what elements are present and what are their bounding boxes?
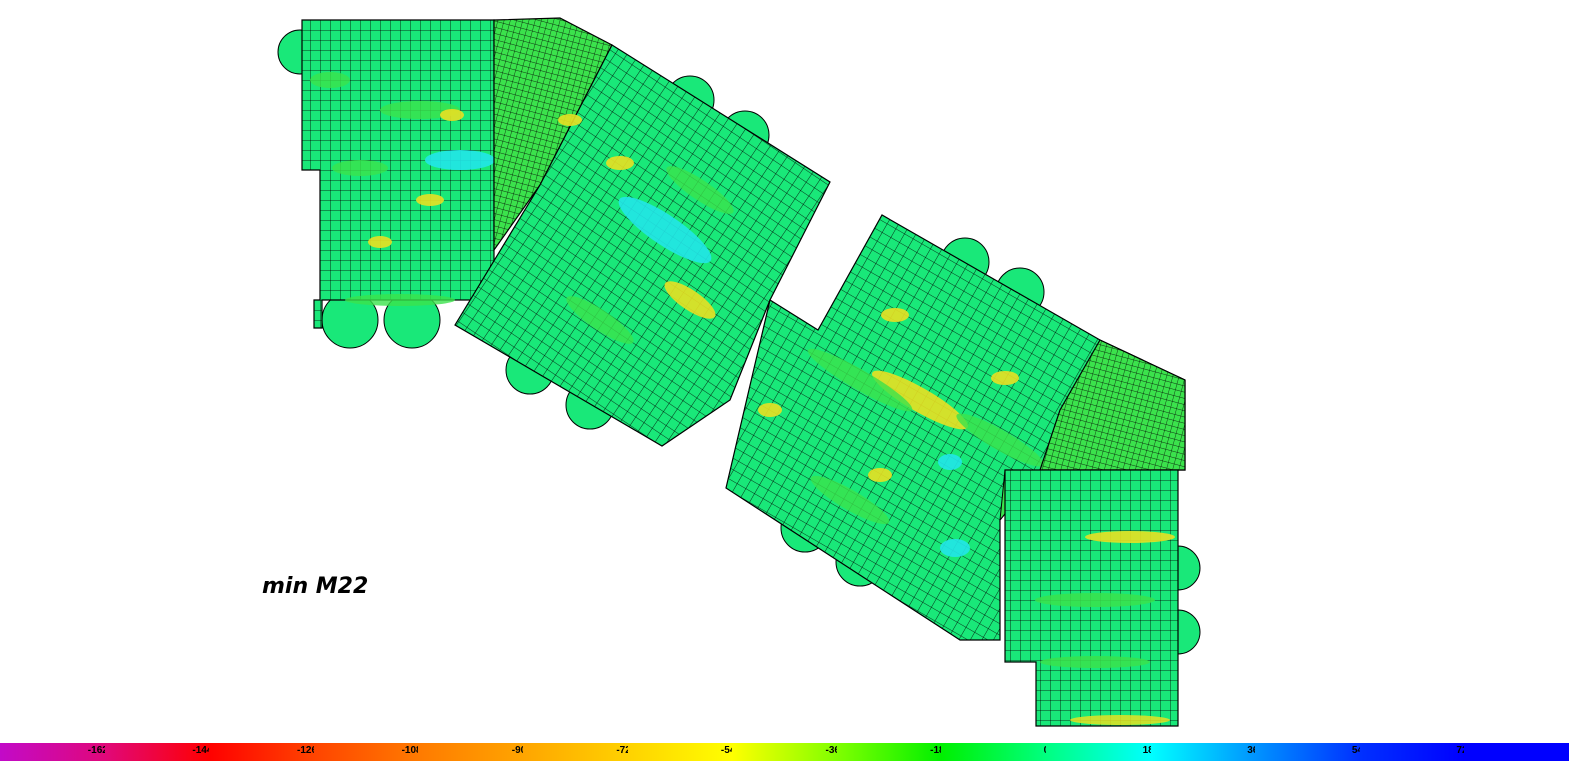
- contour-patch: [332, 160, 388, 176]
- contour-patch: [310, 72, 350, 88]
- legend-tick-label: -126.: [296, 745, 320, 756]
- legend-color-segment: -126.: [209, 743, 320, 761]
- contour-patch: [666, 166, 734, 214]
- legend-color-segment: 18.: [1045, 743, 1157, 761]
- contour-patch: [938, 454, 962, 470]
- contour-patch: [368, 236, 392, 248]
- slab-lower-diagonal: [725, 214, 1186, 641]
- legend-color-segment: 72.: [1359, 743, 1470, 761]
- legend-tick-label: -162.: [87, 745, 111, 756]
- slab-right-wing: [1004, 469, 1201, 727]
- legend-color-segment: 0.: [941, 743, 1052, 761]
- contour-patch: [566, 296, 634, 344]
- slab-left-wing: [277, 19, 495, 349]
- legend-color-segment: -108.: [313, 743, 424, 761]
- contour-patch: [1040, 656, 1150, 668]
- legend-tick-label: 18.: [1143, 745, 1157, 756]
- contour-patch: [425, 150, 495, 170]
- contour-patch: [758, 403, 782, 417]
- contour-patch: [558, 114, 582, 126]
- legend-tick-label: -54.: [720, 745, 739, 756]
- legend-color-segment: 36.: [1150, 743, 1261, 761]
- legend-tick-label: -90.: [511, 745, 529, 756]
- plot-caption: min M22: [262, 574, 369, 599]
- contour-patch: [810, 475, 890, 525]
- legend-tick-label: -18.: [930, 745, 948, 756]
- legend-tick-label: -144.: [192, 745, 216, 756]
- legend-tick-label: -72.: [616, 745, 634, 756]
- legend-tick-label: 54.: [1352, 745, 1366, 756]
- legend-color-segment: -72.: [522, 743, 634, 761]
- contour-patch: [416, 194, 444, 206]
- legend-color-segment: 54.: [1255, 743, 1366, 761]
- legend-tick-label: 72.: [1456, 745, 1470, 756]
- contour-patch: [440, 109, 464, 121]
- legend-color-segment: -18.: [836, 743, 947, 761]
- contour-patch: [807, 348, 913, 412]
- contour-patch: [1070, 715, 1170, 725]
- legend-color-segment: -162.: [0, 743, 111, 761]
- contour-patch: [991, 371, 1019, 385]
- contour-patch: [618, 196, 712, 264]
- legend-color-segment: -54.: [627, 743, 738, 761]
- legend-color-segment: [1464, 743, 1569, 761]
- contour-patch: [871, 370, 969, 430]
- slab-upper-diagonal: [454, 44, 831, 447]
- contour-patch: [380, 101, 460, 119]
- contour-patch: [664, 281, 716, 319]
- contour-plot: [277, 17, 1201, 727]
- contour-patch: [345, 294, 455, 306]
- contour-patch: [868, 468, 892, 482]
- contour-patch: [1035, 593, 1155, 607]
- legend-tick-label: -36.: [825, 745, 843, 756]
- color-scale-legend: -162. -144. -126. -108. -90. -72. -54. -36. -18.…: [0, 743, 1569, 761]
- legend-color-segment: -144.: [104, 743, 215, 761]
- contour-patch: [956, 413, 1044, 467]
- contour-patch: [940, 539, 970, 557]
- contour-patch: [606, 156, 634, 170]
- legend-tick-label: -108.: [401, 745, 425, 756]
- contour-patch: [881, 308, 909, 322]
- legend-color-segment: -90.: [418, 743, 529, 761]
- legend-tick-label: 36.: [1247, 745, 1261, 756]
- legend-color-segment: -36.: [732, 743, 843, 761]
- contour-patch: [1085, 531, 1175, 543]
